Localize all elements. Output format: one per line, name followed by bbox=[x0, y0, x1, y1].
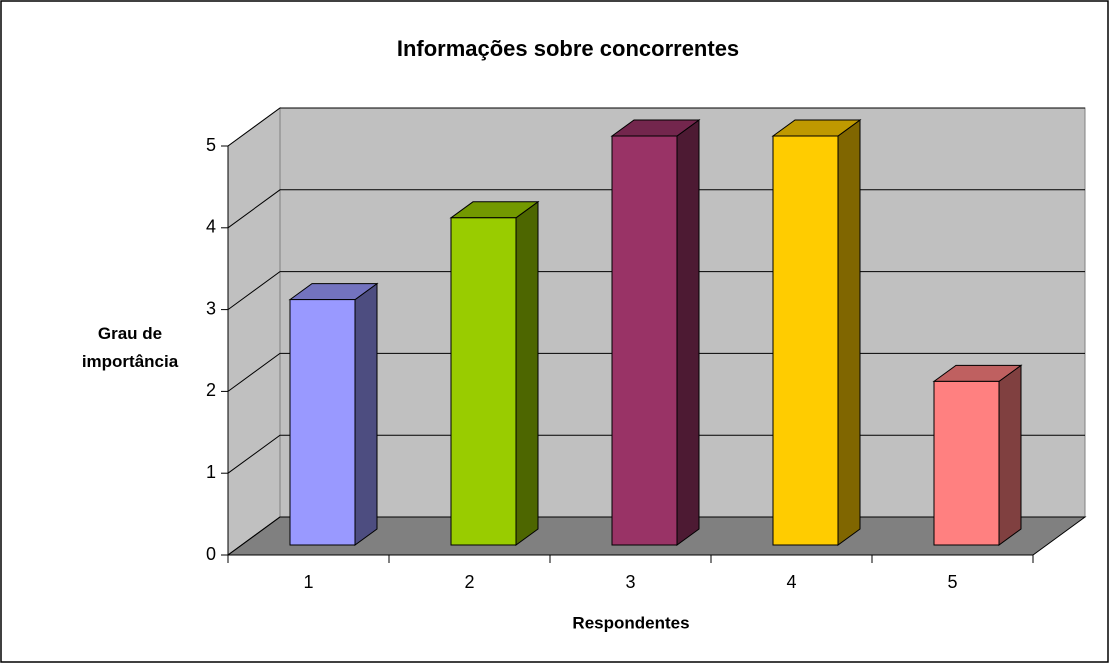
bar bbox=[933, 380, 1000, 546]
x-axis-label: Respondentes bbox=[572, 613, 689, 632]
y-tick-label: 2 bbox=[206, 380, 216, 400]
y-tick-label: 1 bbox=[206, 462, 216, 482]
y-tick-label: 4 bbox=[206, 217, 216, 237]
y-axis-label: Grau de importância bbox=[81, 324, 179, 371]
y-tick-label: 0 bbox=[206, 544, 216, 564]
side-wall bbox=[227, 107, 281, 556]
bar-side bbox=[676, 119, 700, 546]
x-tick-label: 3 bbox=[625, 572, 635, 592]
bar-side bbox=[354, 282, 378, 546]
bar-side bbox=[837, 119, 861, 546]
bar bbox=[772, 135, 839, 546]
chart-title: Informações sobre concorrentes bbox=[397, 36, 739, 61]
x-tick-label: 1 bbox=[303, 572, 313, 592]
bar bbox=[289, 299, 356, 546]
x-tick-label: 2 bbox=[464, 572, 474, 592]
bar-side bbox=[515, 200, 539, 546]
x-tick-label: 4 bbox=[786, 572, 796, 592]
x-tick-label: 5 bbox=[947, 572, 957, 592]
y-tick-label: 5 bbox=[206, 135, 216, 155]
bar bbox=[450, 217, 517, 546]
bar bbox=[611, 135, 678, 546]
y-tick-label: 3 bbox=[206, 298, 216, 318]
bar-side bbox=[998, 364, 1022, 546]
grid-line bbox=[227, 107, 1085, 147]
